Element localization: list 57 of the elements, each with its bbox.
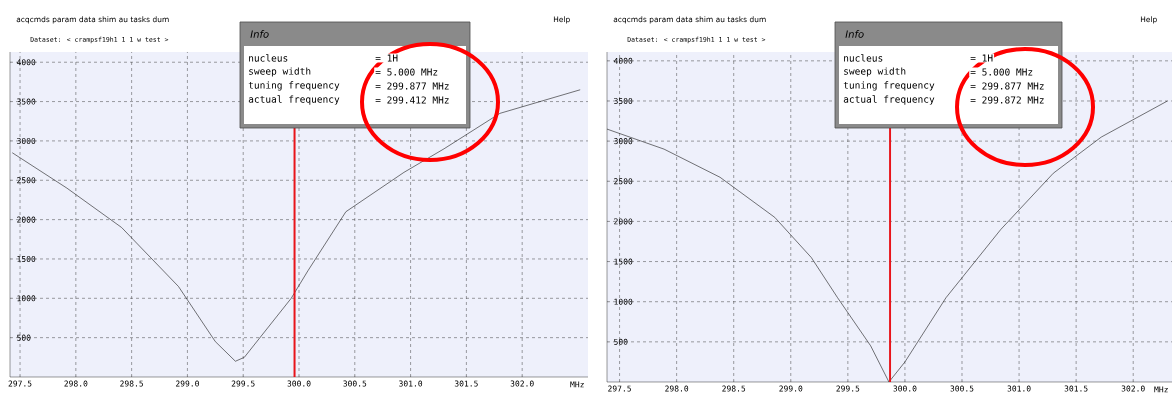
annotation: sweep width (249, 67, 311, 77)
x-tick-label: 301.0 (1007, 385, 1031, 392)
x-tick-label: 298.5 (120, 380, 144, 387)
annotation: = 299.877 MHz (375, 82, 449, 90)
x-tick-label: 299.0 (175, 380, 199, 387)
annotation: = 299.872 MHz (970, 96, 1044, 104)
y-tick-label: 4000 (613, 57, 633, 64)
annotation: nucleus (249, 54, 288, 62)
x-tick-label: 299.0 (779, 385, 803, 392)
y-tick-label: 3500 (614, 97, 633, 104)
y-tick-label: 4000 (16, 59, 36, 66)
y-tick-label: 1500 (614, 258, 633, 265)
y-tick-label: 1000 (17, 295, 36, 302)
x-tick-label: 302.0 (510, 380, 534, 387)
x-tick-label: 300.5 (343, 380, 367, 387)
y-tick-label: 2000 (17, 216, 36, 223)
x-tick-label: 299.5 (836, 385, 860, 392)
line-series (11, 89, 581, 362)
y-tick-label: 500 (17, 334, 31, 341)
x-tick-label: 298.0 (665, 385, 689, 392)
annotation: = 299.877 MHz (970, 82, 1044, 90)
y-tick-label: 500 (614, 338, 628, 345)
x-tick-label: 302.0 (1121, 385, 1145, 392)
annotation: = 1H (970, 54, 993, 62)
x-axis-title: MHz (1154, 386, 1168, 393)
y-tick-label: 2500 (17, 177, 36, 184)
x-tick-label: 300.0 (287, 380, 311, 387)
text: Info (845, 30, 864, 38)
text: Info (250, 30, 269, 38)
x-tick-label: 298.5 (722, 385, 746, 392)
annotation: tuning frequency (843, 81, 935, 91)
x-tick-label: 300.0 (893, 385, 917, 392)
x-axis-title: MHz (570, 381, 584, 388)
x-tick-label: 297.5 (8, 380, 32, 387)
x-tick-label: 299.5 (231, 380, 255, 387)
annotation: actual frequency (843, 95, 935, 105)
annotation: = 1H (375, 54, 398, 62)
annotation: sweep width (844, 67, 906, 77)
annotation: = 299.412 MHz (375, 96, 449, 104)
x-tick-label: 301.5 (1064, 385, 1088, 392)
annotation: nucleus (844, 54, 883, 62)
y-tick-label: 3500 (17, 98, 36, 105)
x-tick-label: 300.5 (950, 385, 974, 392)
x-tick-label: 298.0 (64, 380, 88, 387)
y-tick-label: 1500 (17, 255, 36, 262)
annotation: actual frequency (248, 95, 340, 105)
x-tick-label: 301.0 (399, 380, 423, 387)
annotation: tuning frequency (248, 81, 340, 91)
annotation: = 5.000 MHz (970, 68, 1033, 76)
y-tick-label: 3000 (614, 138, 633, 145)
x-tick-label: 301.5 (454, 380, 478, 387)
y-tick-label: 3000 (17, 137, 36, 144)
annotation: = 5.000 MHz (375, 68, 438, 76)
y-tick-label: 2000 (614, 218, 633, 225)
x-tick-label: 297.5 (608, 385, 631, 392)
y-tick-label: 2500 (614, 178, 633, 185)
y-tick-label: 1000 (614, 298, 633, 305)
